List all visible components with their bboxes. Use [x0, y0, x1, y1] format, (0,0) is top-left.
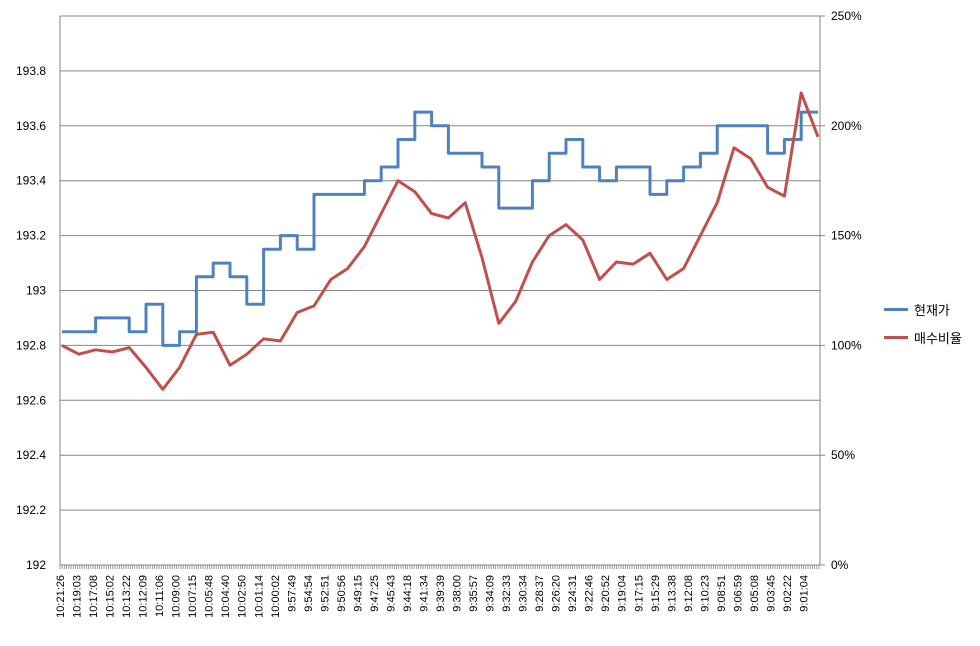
x-tick-label: 9:54:54	[303, 575, 315, 612]
y-right-tick-label: 0%	[831, 558, 849, 572]
legend-item: 매수비율	[884, 328, 962, 347]
x-tick-label: 10:09:00	[171, 575, 183, 618]
legend-label: 현재가	[914, 304, 950, 319]
y-right-tick-label: 150%	[831, 229, 862, 243]
x-tick-label: 9:02:22	[782, 575, 794, 612]
y-right-tick-label: 50%	[831, 448, 855, 462]
x-tick-label: 9:22:46	[584, 575, 596, 612]
x-tick-label: 9:50:56	[336, 575, 348, 612]
y-left-tick-label: 193.6	[16, 119, 46, 133]
x-tick-label: 9:30:34	[518, 575, 530, 612]
y-left-tick-label: 193.8	[16, 64, 46, 78]
legend-item: 현재가	[884, 300, 950, 319]
x-tick-label: 9:10:23	[699, 575, 711, 612]
x-tick-label: 10:13:22	[121, 575, 133, 618]
x-tick-label: 9:19:04	[617, 575, 629, 612]
x-tick-label: 10:15:02	[105, 575, 117, 618]
x-tick-label: 9:35:57	[468, 575, 480, 612]
x-tick-label: 9:08:51	[716, 575, 728, 612]
legend-swatch	[884, 308, 908, 311]
x-tick-label: 9:15:29	[650, 575, 662, 612]
x-tick-label: 10:07:15	[187, 575, 199, 618]
y-left-tick-label: 192.8	[16, 338, 46, 352]
series-line-price	[62, 110, 818, 347]
x-tick-label: 10:17:08	[88, 575, 100, 618]
y-left-tick-label: 193.4	[16, 174, 46, 188]
x-tick-label: 10:01:14	[253, 575, 265, 618]
x-tick-label: 9:28:37	[534, 575, 546, 612]
axes: 192 192.2 192.4 192.6 192.8 193 193.2 193.4 193.…	[16, 9, 862, 618]
gridlines	[60, 15, 820, 566]
x-tick-label: 9:49:15	[352, 575, 364, 612]
y-left-tick-label: 193.2	[16, 229, 46, 243]
y-right-tick-label: 100%	[831, 338, 862, 352]
y-left-tick-label: 192.4	[16, 448, 46, 462]
legend-swatch	[884, 336, 908, 339]
x-tick-label: 9:06:59	[732, 575, 744, 612]
x-tick-label: 10:19:03	[72, 575, 84, 618]
x-tick-label: 9:45:43	[385, 575, 397, 612]
x-tick-label: 10:02:50	[237, 575, 249, 618]
x-tick-label: 9:52:51	[319, 575, 331, 612]
x-tick-label: 9:38:00	[452, 575, 464, 612]
x-tick-label: 9:39:39	[435, 575, 447, 612]
x-tick-label: 9:57:49	[286, 575, 298, 612]
x-tick-label: 9:03:45	[765, 575, 777, 612]
x-tick-label: 9:01:04	[798, 575, 810, 612]
x-tick-label: 9:41:34	[418, 575, 430, 612]
x-tick-label: 10:05:48	[204, 575, 216, 618]
x-tick-label: 10:04:40	[220, 575, 232, 618]
x-tick-label: 9:24:31	[567, 575, 579, 612]
legend-label: 매수비율	[914, 332, 962, 347]
x-tick-label: 9:20:52	[600, 575, 612, 612]
x-tick-label: 9:32:33	[501, 575, 513, 612]
series	[61, 91, 820, 391]
y-left-tick-label: 192	[26, 558, 46, 572]
y-left-tick-label: 192.2	[16, 503, 46, 517]
x-tick-label: 9:34:09	[485, 575, 497, 612]
x-tick-label: 9:12:08	[683, 575, 695, 612]
series-line-buy-ratio	[61, 91, 820, 391]
y-left-tick-label: 192.6	[16, 393, 46, 407]
x-tick-label: 9:05:08	[749, 575, 761, 612]
y-left-tick-label: 193	[26, 284, 46, 298]
x-tick-label: 10:11:06	[154, 575, 166, 617]
x-tick-label: 9:47:25	[369, 575, 381, 612]
x-tick-label: 10:00:02	[270, 575, 282, 618]
x-tick-label: 10:21:26	[55, 575, 67, 618]
x-tick-label: 10:12:09	[138, 575, 150, 618]
y-right-tick-label: 200%	[831, 119, 862, 133]
x-tick-label: 9:17:15	[633, 575, 645, 612]
x-tick-label: 9:26:20	[551, 575, 563, 612]
x-tick-label: 9:13:38	[666, 575, 678, 612]
y-right-tick-label: 250%	[831, 9, 862, 23]
x-tick-label: 9:44:18	[402, 575, 414, 612]
